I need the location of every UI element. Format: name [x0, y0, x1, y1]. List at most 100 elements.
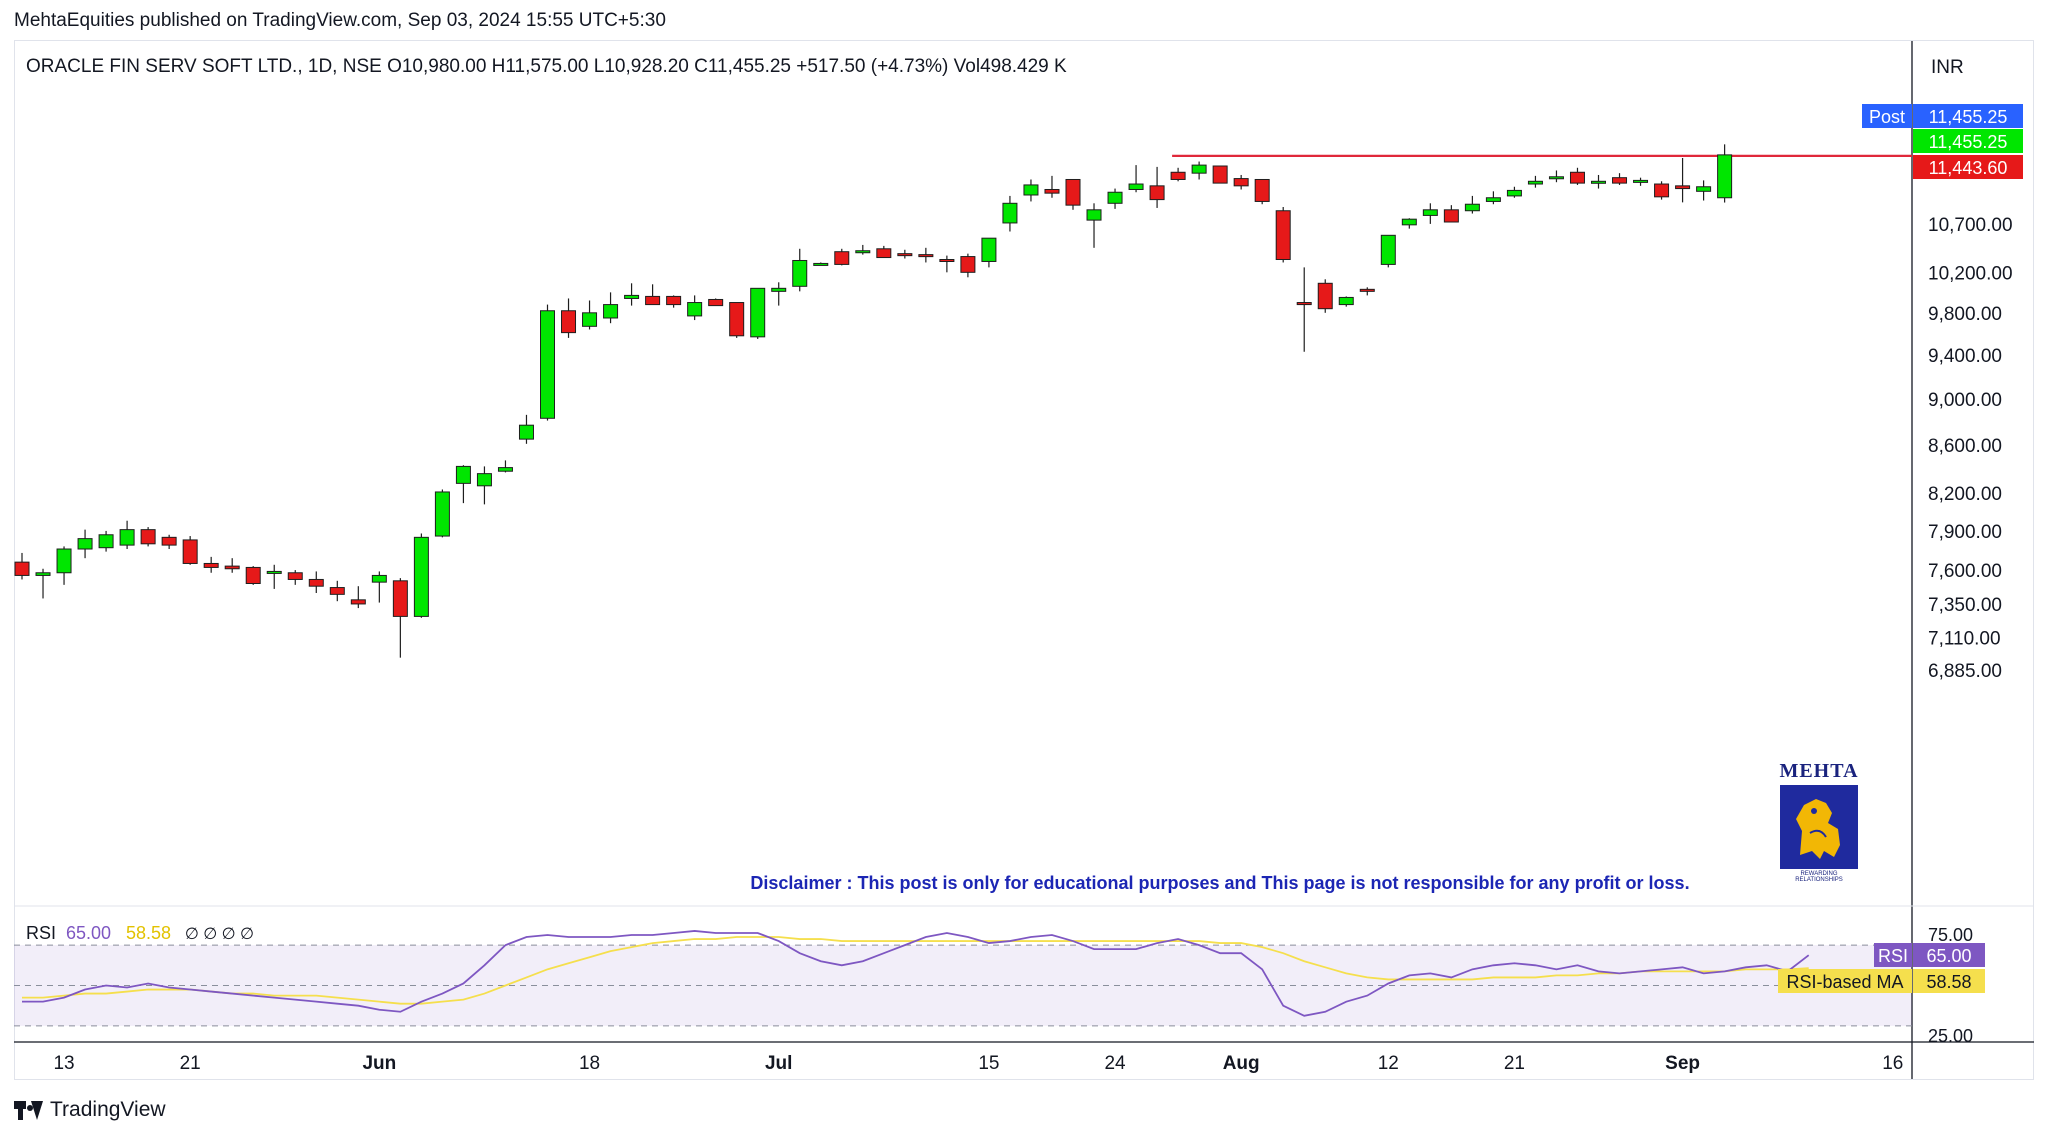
candle-body	[287, 572, 303, 580]
y-tick-label: 6,885.00	[1928, 661, 2002, 682]
price-label-bg	[1913, 104, 2023, 128]
price-label-value: 11,443.60	[1929, 158, 2008, 178]
x-tick-label: Sep	[1665, 1053, 1700, 1074]
candle-body	[266, 570, 282, 574]
rsi-y-tick: 25.00	[1928, 1026, 1973, 1046]
candle-body	[792, 259, 808, 287]
x-tick-label: Jul	[765, 1053, 792, 1074]
candle-body	[371, 574, 387, 583]
candle-body	[981, 237, 997, 262]
rsi-label-title: RSI	[1878, 946, 1908, 966]
candle-body	[582, 312, 598, 327]
candle-body	[77, 538, 93, 550]
price-label-title-bg	[1862, 104, 1912, 128]
price-label-value: 11,455.25	[1929, 107, 2008, 127]
rsi-ma-label-title-bg	[1778, 969, 1912, 993]
candle-body	[624, 294, 640, 299]
symbol-line: ORACLE FIN SERV SOFT LTD., 1D, NSE O10,9…	[26, 56, 1067, 77]
candle-body	[1065, 178, 1081, 206]
candle-body	[645, 295, 661, 306]
rsi-ma-value: 58.58	[126, 923, 171, 943]
candle-body	[1128, 183, 1144, 190]
rsi-line	[22, 930, 1810, 1017]
x-tick-label: 12	[1378, 1053, 1399, 1074]
chart-frame	[14, 40, 2034, 1080]
x-tick-label: Aug	[1223, 1053, 1260, 1074]
candle-body	[834, 251, 850, 265]
candle-body	[1675, 185, 1691, 190]
candle-body	[1612, 177, 1628, 184]
candle-body	[518, 424, 534, 440]
candle-body	[603, 304, 619, 319]
x-tick-label: 18	[579, 1053, 600, 1074]
disclaimer-text: Disclaimer : This post is only for educa…	[750, 873, 1689, 893]
candle-body	[392, 580, 408, 617]
candle-body	[750, 287, 766, 338]
x-tick-label: 21	[180, 1053, 201, 1074]
y-tick-label: 8,200.00	[1928, 484, 2002, 505]
tradingview-brand: TradingView	[50, 1098, 166, 1121]
tradingview-footer[interactable]: TradingView	[14, 1098, 166, 1122]
candle-body	[1717, 154, 1733, 199]
candle-body	[1380, 234, 1396, 265]
y-tick-label: 10,200.00	[1928, 263, 2013, 284]
mehta-logo: MEHTA REWARDING RELATIONSHIPS	[1778, 760, 1860, 883]
candle-body	[1149, 185, 1165, 201]
candle-body	[1191, 164, 1207, 174]
candle-body	[350, 599, 366, 605]
candle-body	[1359, 288, 1375, 292]
y-tick-label: 9,000.00	[1928, 390, 2002, 411]
candle-body	[1338, 296, 1354, 306]
candle-body	[1233, 178, 1249, 187]
candle-body	[1569, 171, 1585, 184]
candle-body	[708, 298, 724, 307]
candle-body	[1654, 183, 1670, 198]
candle-body	[1212, 165, 1228, 184]
tradingview-logo-icon	[14, 1099, 44, 1121]
candle-body	[1548, 176, 1564, 180]
candle-body	[1044, 188, 1060, 194]
x-tick-label: Jun	[362, 1053, 396, 1074]
candle-body	[140, 529, 156, 545]
candle-body	[413, 536, 429, 617]
candle-body	[729, 302, 745, 337]
candle-body	[1633, 179, 1649, 183]
candle-body	[308, 578, 324, 587]
y-tick-label: 7,110.00	[1928, 629, 2001, 650]
currency-label: INR	[1931, 57, 1964, 78]
candle-body	[182, 539, 198, 564]
y-tick-label: 8,600.00	[1928, 436, 2002, 457]
candle-body	[855, 250, 871, 254]
rsi-title: RSI	[26, 923, 56, 943]
candle-body	[56, 548, 72, 574]
rsi-label-title-bg	[1874, 943, 1912, 967]
candle-body	[203, 562, 219, 568]
candle-body	[897, 253, 913, 257]
rsi-label-value: 65.00	[1926, 946, 1971, 966]
candle-body	[455, 465, 471, 484]
candle-body	[1296, 302, 1312, 306]
candle-body	[687, 302, 703, 317]
candle-body	[918, 254, 934, 258]
candle-body	[1696, 186, 1712, 192]
candle-body	[497, 467, 513, 472]
candle-body	[476, 473, 492, 487]
x-tick-label: 13	[53, 1053, 74, 1074]
candle-body	[813, 262, 829, 266]
x-tick-label: 15	[978, 1053, 999, 1074]
y-tick-label: 9,800.00	[1928, 304, 2002, 325]
candle-body	[1275, 210, 1291, 261]
price-label-value: 11,455.25	[1929, 132, 2008, 152]
candle-body	[1422, 209, 1438, 216]
y-tick-label: 7,350.00	[1928, 595, 2002, 616]
candle-body	[1170, 171, 1186, 180]
candle-body	[561, 310, 577, 334]
candle-body	[1443, 209, 1459, 223]
candle-body	[224, 565, 240, 570]
candle-body	[245, 566, 261, 584]
rsi-ma-label-title: RSI-based MA	[1786, 972, 1903, 992]
candle-body	[771, 287, 787, 292]
y-tick-label: 9,400.00	[1928, 346, 2002, 367]
logo-tagline: REWARDING RELATIONSHIPS	[1795, 871, 1843, 883]
